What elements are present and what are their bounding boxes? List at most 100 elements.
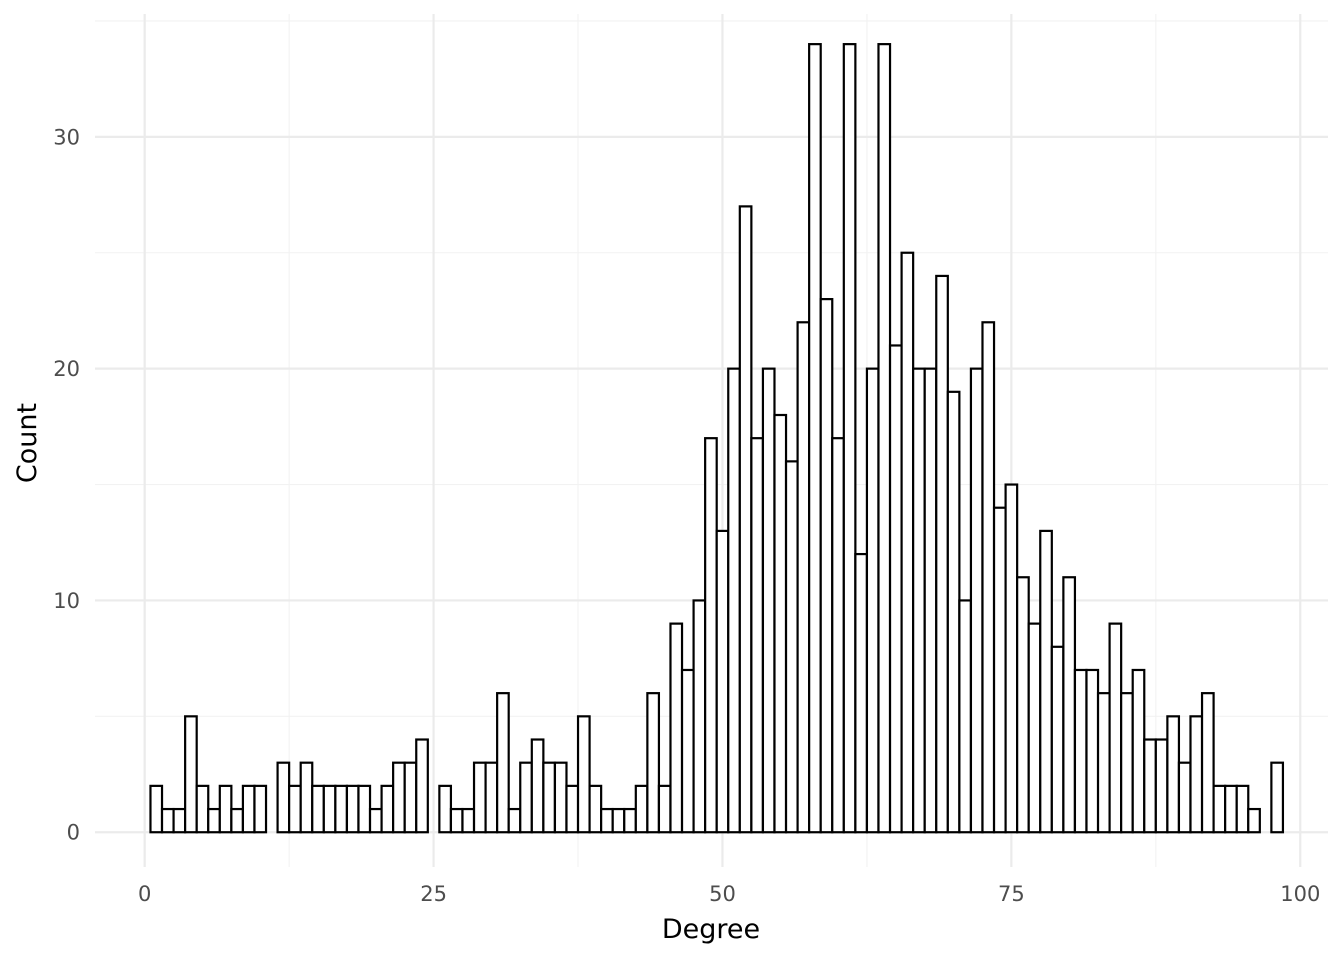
histogram-bar — [507, 807, 522, 834]
x-tick-label: 50 — [709, 882, 736, 906]
y-tick-label: 20 — [53, 357, 80, 381]
histogram-bar — [380, 784, 395, 834]
histogram-bar — [438, 784, 453, 834]
histogram-bar — [623, 807, 637, 834]
histogram-bar — [1004, 483, 1019, 834]
histogram-bar — [195, 784, 210, 834]
x-axis-title: Degree — [662, 914, 760, 945]
histogram-bar — [207, 807, 221, 834]
histogram-bar — [184, 715, 198, 834]
histogram-bar — [461, 807, 476, 834]
histogram-bar — [796, 321, 811, 834]
histogram-bar — [1200, 692, 1215, 834]
histogram-bar — [230, 807, 245, 834]
histogram-bar — [750, 437, 765, 834]
histogram-bar — [958, 599, 973, 834]
histogram-bars — [149, 43, 1285, 834]
histogram-bar — [241, 784, 256, 834]
histogram-bar — [946, 390, 961, 834]
histogram-bar — [1212, 784, 1227, 834]
histogram-bar — [657, 784, 672, 834]
x-axis-ticks: 0 25 50 75 100 — [138, 882, 1320, 906]
histogram-bar — [831, 437, 845, 834]
histogram-bar — [449, 807, 464, 834]
histogram-bar — [981, 321, 996, 834]
histogram-bar — [588, 784, 603, 834]
y-tick-label: 0 — [67, 821, 80, 845]
histogram-bar — [600, 807, 614, 834]
histogram-bar — [1062, 576, 1077, 834]
histogram-bar — [992, 506, 1007, 834]
histogram-bar — [1166, 715, 1181, 834]
histogram-bar — [1050, 645, 1065, 834]
histogram-bar — [1039, 529, 1053, 834]
histogram-bar — [969, 367, 984, 834]
histogram-bar — [727, 367, 741, 834]
x-tick-label: 100 — [1280, 882, 1320, 906]
histogram-bar — [1143, 738, 1157, 834]
histogram-bar — [646, 692, 661, 834]
x-tick-label: 0 — [138, 882, 151, 906]
histogram-bar — [888, 344, 903, 834]
histogram-bar — [392, 761, 406, 834]
histogram-bar — [403, 761, 418, 834]
y-axis-title: Count — [12, 403, 43, 483]
histogram-bar — [773, 413, 788, 834]
histogram-bar — [935, 274, 949, 834]
histogram-bar — [912, 367, 926, 834]
histogram-bar — [299, 761, 314, 834]
histogram-bar — [611, 807, 626, 834]
histogram-bar — [1108, 622, 1123, 834]
histogram-bar — [472, 761, 487, 834]
histogram-bar — [542, 761, 557, 834]
histogram-bar — [322, 784, 337, 834]
histogram-bar — [276, 761, 291, 834]
histogram-bar — [288, 784, 302, 834]
histogram-bar — [784, 460, 799, 834]
histogram-bar — [553, 761, 568, 834]
histogram-bar — [692, 599, 707, 834]
histogram-bar — [160, 807, 175, 834]
histogram-bar — [1177, 761, 1192, 834]
histogram-bar — [519, 761, 533, 834]
histogram-bar — [218, 784, 233, 834]
histogram-bar — [1073, 668, 1088, 834]
histogram-bar — [1016, 576, 1030, 834]
histogram-bar — [172, 807, 187, 834]
histogram-bar — [334, 784, 349, 834]
histogram-bar — [149, 784, 164, 834]
histogram-bar — [415, 738, 429, 834]
histogram-bar — [1224, 784, 1238, 834]
histogram-bar — [634, 784, 649, 834]
histogram-bar — [1154, 738, 1169, 834]
histogram-bar — [738, 205, 753, 834]
histogram-bar — [877, 43, 892, 834]
histogram-bar — [1270, 761, 1285, 834]
histogram-bar — [1027, 622, 1042, 834]
histogram-bar — [345, 784, 360, 834]
histogram-bar — [368, 807, 383, 834]
histogram-bar — [680, 668, 695, 834]
y-tick-label: 10 — [53, 589, 80, 613]
histogram-bar — [900, 251, 915, 834]
histogram-bar — [1131, 668, 1146, 834]
histogram-bar — [565, 784, 580, 834]
histogram-bar — [761, 367, 776, 834]
x-tick-label: 75 — [998, 882, 1025, 906]
histogram-bar — [530, 738, 545, 834]
histogram-bar — [253, 784, 268, 834]
histogram-bar — [1096, 692, 1111, 834]
histogram-bar — [923, 367, 938, 834]
histogram-bar — [484, 761, 499, 834]
histogram-bar — [1235, 784, 1250, 834]
y-tick-label: 30 — [53, 125, 80, 149]
histogram-bar — [842, 43, 857, 834]
y-axis-ticks: 0 10 20 30 — [53, 125, 80, 844]
histogram-bar — [576, 715, 591, 834]
histogram-bar — [854, 552, 869, 834]
histogram-bar — [1085, 668, 1100, 834]
histogram-bar — [704, 437, 718, 834]
histogram-bar — [865, 367, 880, 834]
x-tick-label: 25 — [420, 882, 447, 906]
